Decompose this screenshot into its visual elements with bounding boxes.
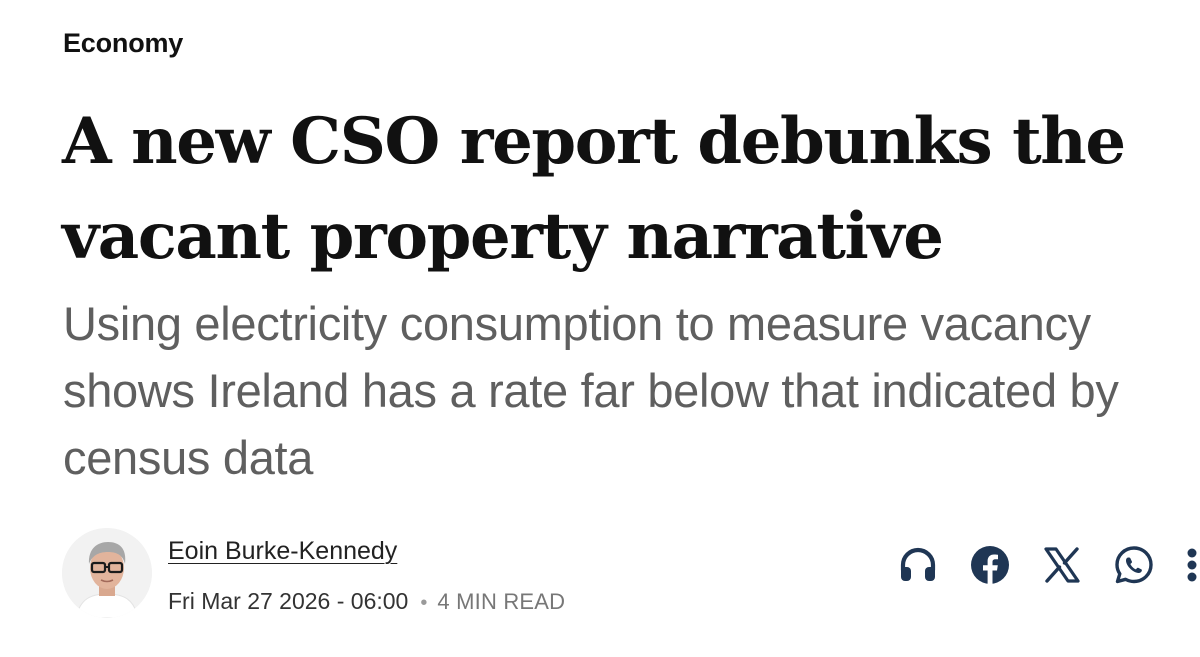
facebook-icon[interactable] [968,543,1012,587]
whatsapp-icon[interactable] [1112,543,1156,587]
article-meta: Fri Mar 27 2026 - 06:00 • 4 MIN READ [168,587,565,617]
x-icon[interactable] [1040,543,1084,587]
article-standfirst: Using electricity consumption to measure… [63,297,1119,484]
section-link[interactable]: Economy [63,28,184,58]
more-icon[interactable] [1184,543,1200,587]
byline: Eoin Burke-Kennedy Fri Mar 27 2026 - 06:… [62,528,1200,624]
article-headline: A new CSO report debunks the vacant prop… [62,104,1126,274]
author-avatar [62,528,152,618]
headphones-icon[interactable] [896,543,940,587]
meta-separator: • [420,592,428,614]
author-link[interactable]: Eoin Burke-Kennedy [168,537,398,565]
read-time: 4 MIN READ [437,589,566,614]
publish-date: Fri Mar 27 2026 - 06:00 [168,588,409,614]
